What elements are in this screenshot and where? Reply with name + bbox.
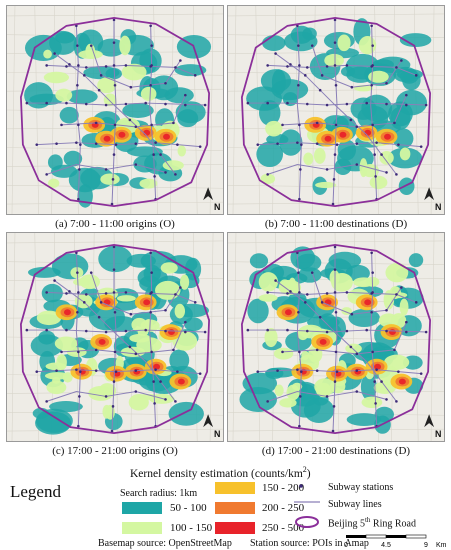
caption-d: (d) 17:00 - 21:00 destinations (D) (261, 445, 411, 457)
swatch-100-150 (122, 522, 162, 534)
station-dot-icon (299, 484, 303, 488)
scale-bar: 0 4.5 9 Km (344, 534, 447, 549)
swatch-200-250 (215, 502, 255, 514)
station-source: Station source: POIs in Amap (250, 538, 369, 549)
map-a: N (6, 5, 224, 215)
scale-tick-0: 0 (344, 542, 348, 549)
label-150-200: 150 - 200 (262, 482, 305, 494)
caption-c: (c) 17:00 - 21:00 origins (O) (52, 445, 178, 457)
ring-road-icon (295, 516, 319, 528)
scale-tick-2: 9 (424, 542, 428, 549)
label-100-150: 100 - 150 (170, 522, 213, 534)
legend-symbols (294, 484, 320, 528)
map-b: N (227, 5, 445, 215)
legend-title: Legend (10, 482, 61, 501)
subway-lines-label: Subway lines (328, 499, 382, 510)
north-arrow-icon: N (424, 414, 441, 439)
swatch-250-500 (215, 522, 255, 534)
north-arrow-icon: N (424, 187, 441, 212)
caption-a: (a) 7:00 - 11:00 origins (O) (55, 218, 175, 230)
legend: Kernel density estimation (counts/km2) L… (0, 462, 451, 550)
basemap-source: Basemap source: OpenStreetMap (98, 538, 232, 549)
north-arrow-icon: N (203, 187, 220, 212)
caption-b: (b) 7:00 - 11:00 destinations (D) (264, 218, 408, 230)
panel-a: N (a) 7:00 - 11:00 origins (O) (6, 5, 224, 235)
search-radius: Search radius: 1km (120, 488, 198, 499)
swatch-150-200 (215, 482, 255, 494)
swatch-50-100 (122, 502, 162, 514)
map-d: N (227, 232, 445, 442)
subway-stations-label: Subway stations (328, 482, 394, 493)
panel-c: N (c) 17:00 - 21:00 origins (O) (6, 232, 224, 462)
scale-unit: Km (436, 542, 447, 549)
label-200-250: 200 - 250 (262, 502, 305, 514)
label-50-100: 50 - 100 (170, 502, 207, 514)
svg-text:N: N (214, 429, 220, 439)
svg-text:N: N (435, 202, 441, 212)
map-c: N (6, 232, 224, 442)
svg-text:N: N (435, 429, 441, 439)
panel-d: N (d) 17:00 - 21:00 destinations (D) (227, 232, 445, 462)
label-250-500: 250 - 500 (262, 522, 305, 534)
svg-text:N: N (214, 202, 220, 212)
north-arrow-icon: N (203, 414, 220, 439)
kde-title: Kernel density estimation (counts/km2) (130, 465, 311, 480)
ring-road-label: Beijing 5th Ring Road (328, 516, 416, 530)
scale-tick-1: 4.5 (381, 542, 391, 549)
panel-b: N (b) 7:00 - 11:00 destinations (D) (227, 5, 445, 235)
